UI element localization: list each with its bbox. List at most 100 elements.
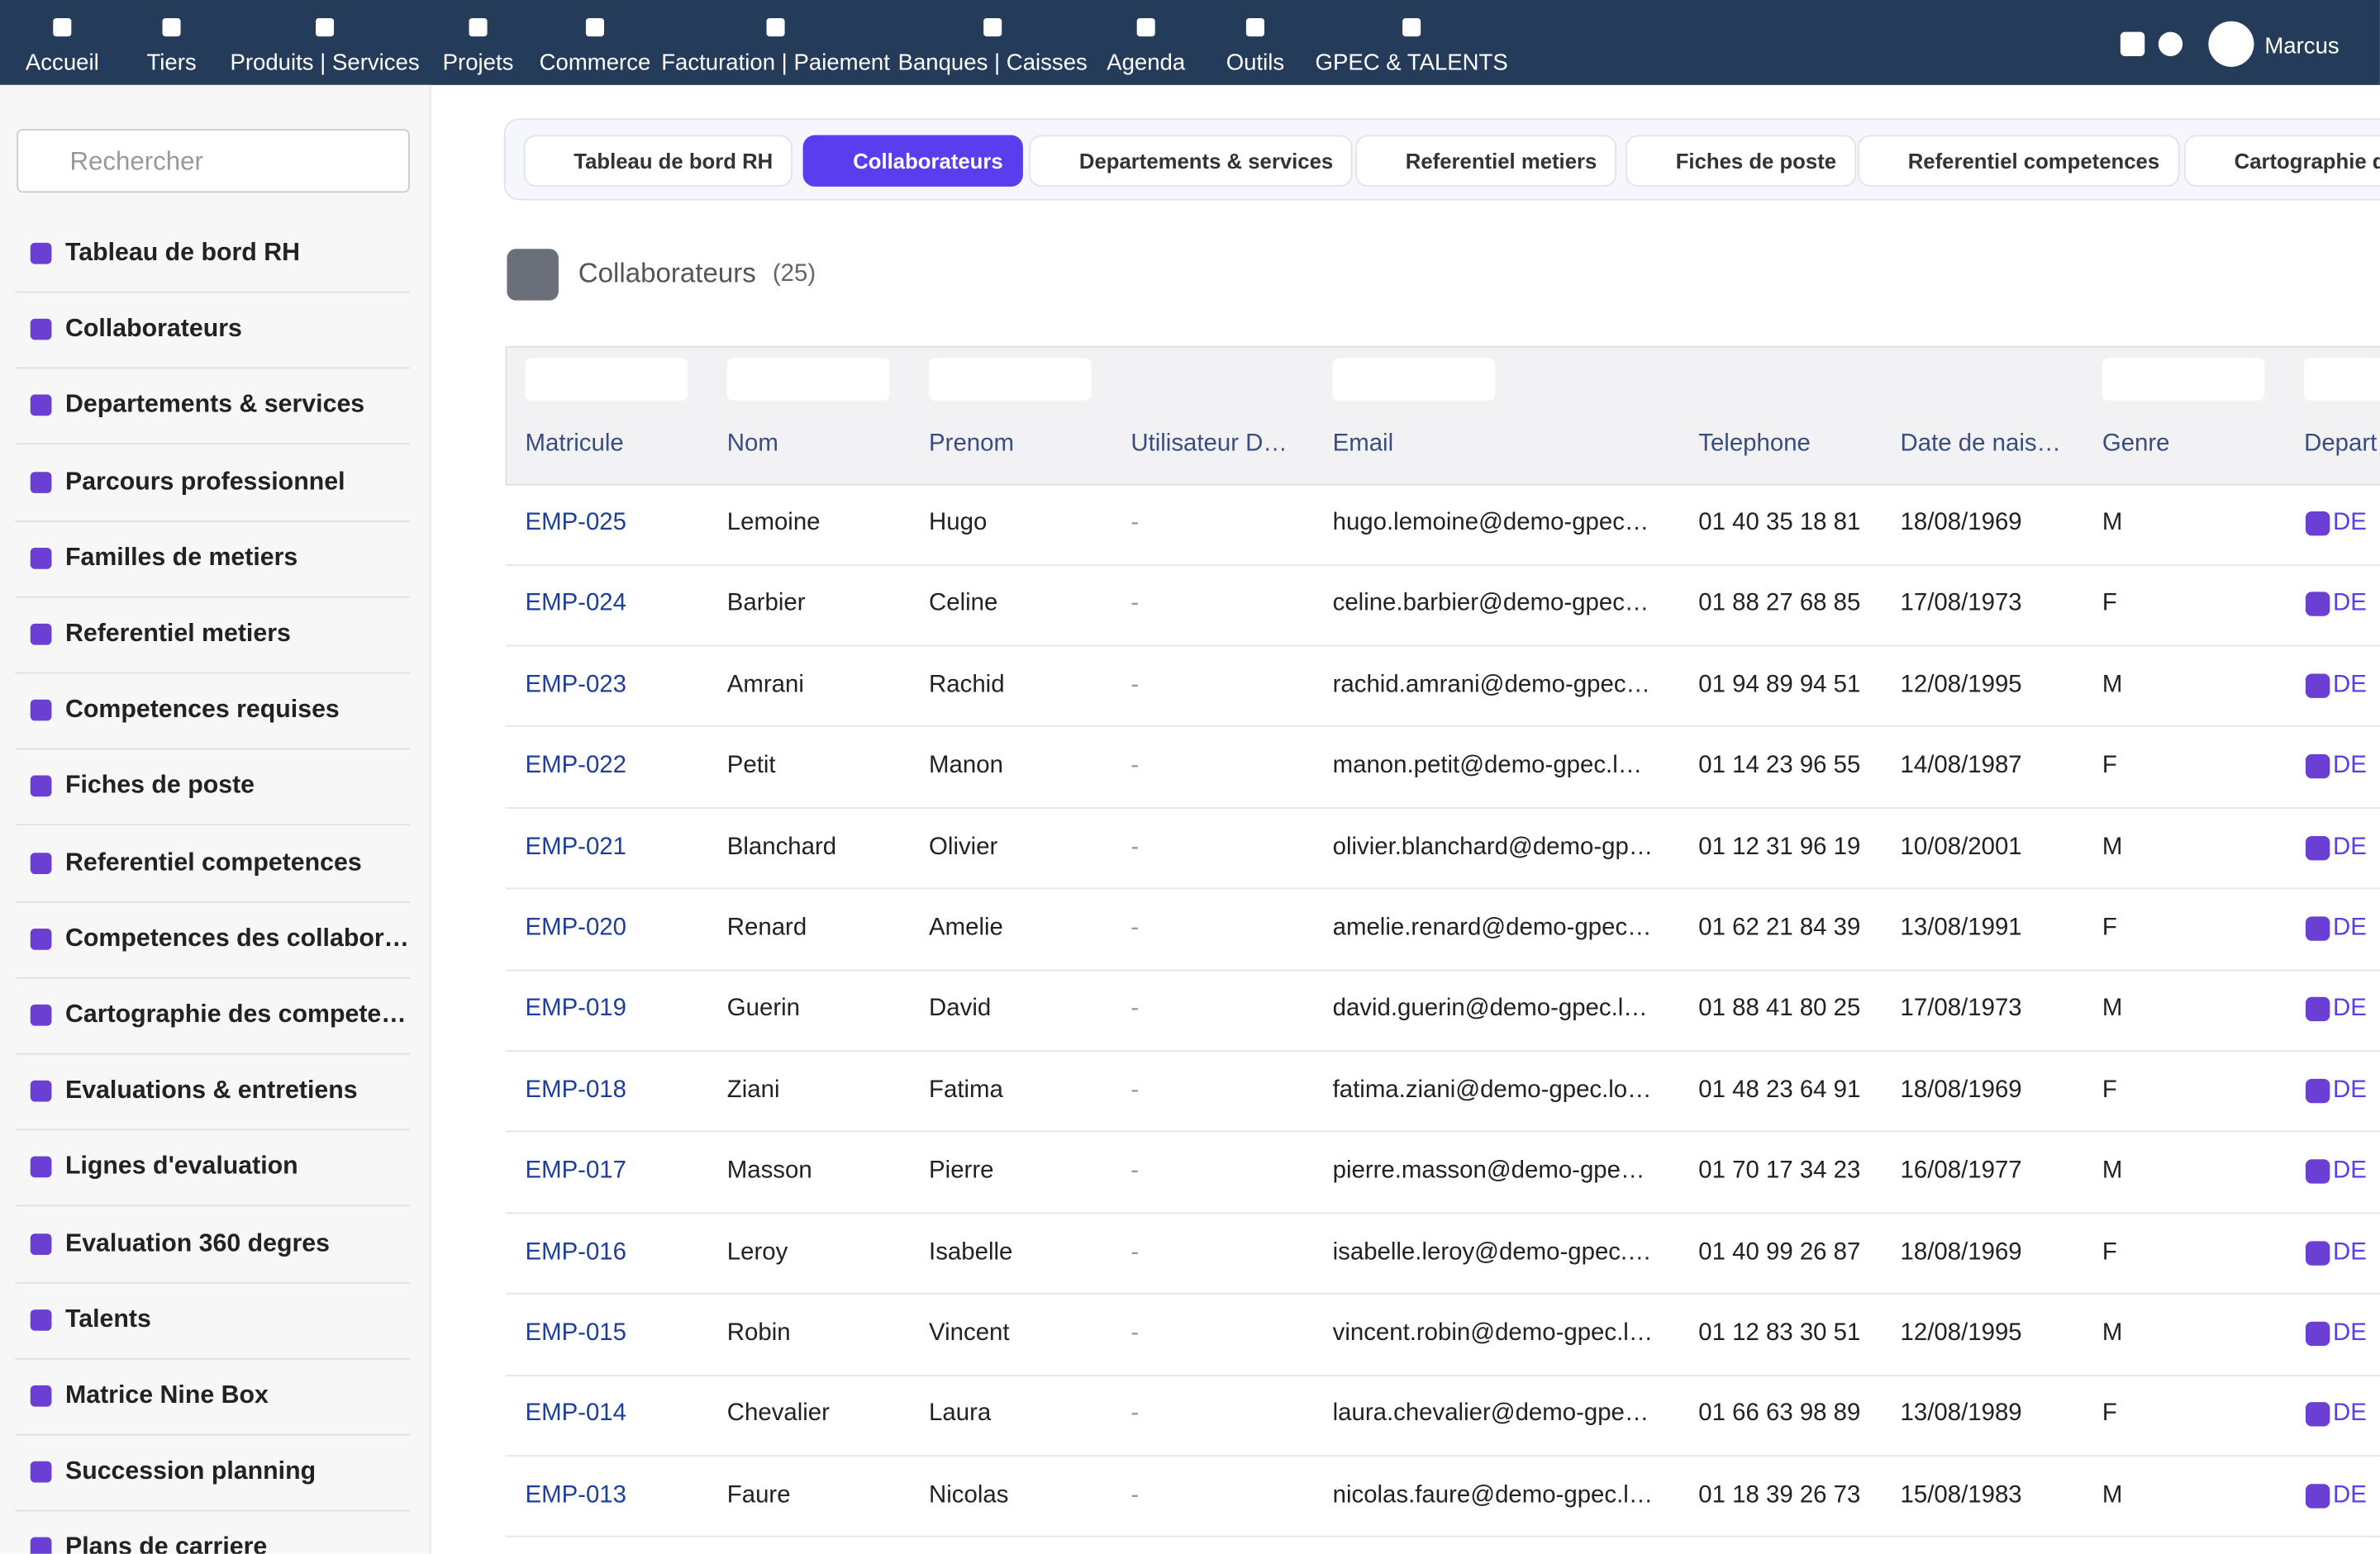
- record-link[interactable]: EMP-013: [525, 1482, 627, 1509]
- sidebar-item[interactable]: Talents: [64, 1305, 151, 1333]
- tab[interactable]: Fiches de poste: [1626, 135, 1856, 187]
- column-header[interactable]: Depart: [2304, 430, 2378, 457]
- nav-item[interactable]: Commerce: [539, 50, 651, 76]
- table-cell: -: [1130, 1157, 1140, 1184]
- sidebar-icon: [30, 242, 52, 264]
- record-link[interactable]: EMP-025: [525, 510, 627, 536]
- table-cell: -: [1130, 1238, 1140, 1266]
- column-header[interactable]: Nom: [726, 430, 778, 457]
- column-header[interactable]: Prenom: [929, 430, 1014, 457]
- sidebar-item[interactable]: Referentiel metiers: [64, 620, 291, 648]
- record-link[interactable]: EMP-022: [525, 753, 627, 779]
- filter-input[interactable]: [1332, 358, 1496, 401]
- sidebar-item[interactable]: Parcours professionnel: [64, 467, 345, 495]
- table-cell: 01 14 23 96 55: [1698, 753, 1861, 779]
- table-cell[interactable]: DE: [2333, 672, 2367, 698]
- table-cell[interactable]: DE: [2333, 834, 2367, 860]
- sidebar-item[interactable]: Cartographie des compete…: [64, 1000, 407, 1029]
- sidebar-item[interactable]: Competences des collabor…: [64, 924, 409, 953]
- table-cell[interactable]: DE: [2333, 510, 2367, 536]
- table-cell[interactable]: DE: [2333, 996, 2367, 1022]
- table-cell: Barbier: [726, 591, 806, 617]
- sidebar-item[interactable]: Evaluation 360 degres: [64, 1228, 331, 1257]
- filter-input[interactable]: [525, 358, 688, 401]
- sidebar-item[interactable]: Collaborateurs: [64, 315, 242, 343]
- help-icon[interactable]: [2158, 31, 2183, 56]
- nav-item[interactable]: Agenda: [1107, 50, 1186, 76]
- tab[interactable]: Collaborateurs: [802, 135, 1023, 187]
- filter-input[interactable]: [2304, 358, 2380, 401]
- nav-icon: [1136, 18, 1155, 37]
- column-header[interactable]: Genre: [2102, 430, 2170, 457]
- record-link[interactable]: EMP-016: [525, 1238, 627, 1266]
- table-cell: -: [1130, 1076, 1140, 1103]
- nav-item[interactable]: Banques | Caisses: [897, 50, 1088, 76]
- sidebar-item[interactable]: Fiches de poste: [64, 772, 255, 800]
- sidebar-item[interactable]: Departements & services: [64, 391, 365, 419]
- nav-item[interactable]: Produits | Services: [230, 50, 420, 76]
- table-cell[interactable]: DE: [2333, 915, 2367, 941]
- nav-item[interactable]: Tiers: [146, 50, 197, 76]
- tab[interactable]: Referentiel competences: [1858, 135, 2180, 187]
- record-link[interactable]: EMP-020: [525, 915, 627, 941]
- row-separator: [505, 1049, 2380, 1052]
- nav-item[interactable]: Projets: [442, 50, 514, 76]
- tab[interactable]: Referentiel metiers: [1355, 135, 1617, 187]
- sidebar-item[interactable]: Familles de metiers: [64, 544, 298, 572]
- record-link[interactable]: EMP-023: [525, 672, 627, 698]
- record-link[interactable]: EMP-018: [525, 1076, 627, 1103]
- record-link[interactable]: EMP-017: [525, 1157, 627, 1184]
- table-cell: M: [2102, 672, 2123, 698]
- filter-input[interactable]: [726, 358, 890, 401]
- sidebar-item[interactable]: Evaluations & entretiens: [64, 1076, 358, 1105]
- column-header[interactable]: Email: [1332, 430, 1394, 457]
- sidebar-item[interactable]: Tableau de bord RH: [64, 239, 300, 267]
- table-cell: nicolas.faure@demo-gpec.l…: [1332, 1482, 1654, 1509]
- table-cell[interactable]: DE: [2333, 591, 2367, 617]
- sidebar-separator: [15, 291, 410, 293]
- column-header[interactable]: Utilisateur D…: [1130, 430, 1288, 457]
- record-link[interactable]: EMP-014: [525, 1400, 627, 1428]
- sidebar-item[interactable]: Succession planning: [64, 1457, 317, 1485]
- sidebar-item[interactable]: Competences requises: [64, 696, 340, 724]
- table-cell: Nicolas: [929, 1482, 1009, 1509]
- column-header[interactable]: Date de nais…: [1900, 430, 2061, 457]
- tab[interactable]: Tableau de bord RH: [523, 135, 793, 187]
- table-cell[interactable]: DE: [2333, 1400, 2367, 1428]
- tab[interactable]: Cartographie d: [2184, 135, 2380, 187]
- dept-icon: [2305, 997, 2330, 1022]
- record-link[interactable]: EMP-024: [525, 591, 627, 617]
- nav-item[interactable]: GPEC & TALENTS: [1315, 50, 1508, 76]
- sidebar-item[interactable]: Plans de carriere: [64, 1533, 268, 1554]
- table-cell: olivier.blanchard@demo-gp…: [1332, 834, 1654, 860]
- table-cell: isabelle.leroy@demo-gpec.…: [1332, 1238, 1652, 1266]
- column-header[interactable]: Matricule: [525, 430, 624, 457]
- search-placeholder[interactable]: Rechercher: [69, 147, 203, 177]
- filter-input[interactable]: [929, 358, 1092, 401]
- nav-item[interactable]: Facturation | Paiement: [661, 50, 890, 76]
- sidebar: [0, 84, 431, 1554]
- print-icon[interactable]: [2120, 31, 2145, 56]
- table-cell[interactable]: DE: [2333, 1238, 2367, 1266]
- table-cell: 01 12 31 96 19: [1698, 834, 1861, 860]
- user-name[interactable]: Marcus: [2264, 33, 2340, 59]
- filter-input[interactable]: [2102, 358, 2265, 401]
- table-cell[interactable]: DE: [2333, 753, 2367, 779]
- search-box[interactable]: [17, 129, 410, 193]
- tab[interactable]: Departements & services: [1029, 135, 1354, 187]
- table-cell[interactable]: DE: [2333, 1157, 2367, 1184]
- table-cell[interactable]: DE: [2333, 1482, 2367, 1509]
- table-cell[interactable]: DE: [2333, 1076, 2367, 1103]
- column-header[interactable]: Telephone: [1698, 430, 1811, 457]
- nav-item[interactable]: Outils: [1226, 50, 1285, 76]
- record-link[interactable]: EMP-021: [525, 834, 627, 860]
- table-cell: Leroy: [726, 1238, 788, 1266]
- record-link[interactable]: EMP-019: [525, 996, 627, 1022]
- record-link[interactable]: EMP-015: [525, 1319, 627, 1347]
- sidebar-item[interactable]: Referentiel competences: [64, 848, 362, 876]
- nav-item[interactable]: Accueil: [25, 50, 99, 76]
- table-cell[interactable]: DE: [2333, 1319, 2367, 1347]
- sidebar-item[interactable]: Lignes d'evaluation: [64, 1152, 298, 1181]
- sidebar-item[interactable]: Matrice Nine Box: [64, 1381, 269, 1409]
- table-cell: Amelie: [929, 915, 1003, 941]
